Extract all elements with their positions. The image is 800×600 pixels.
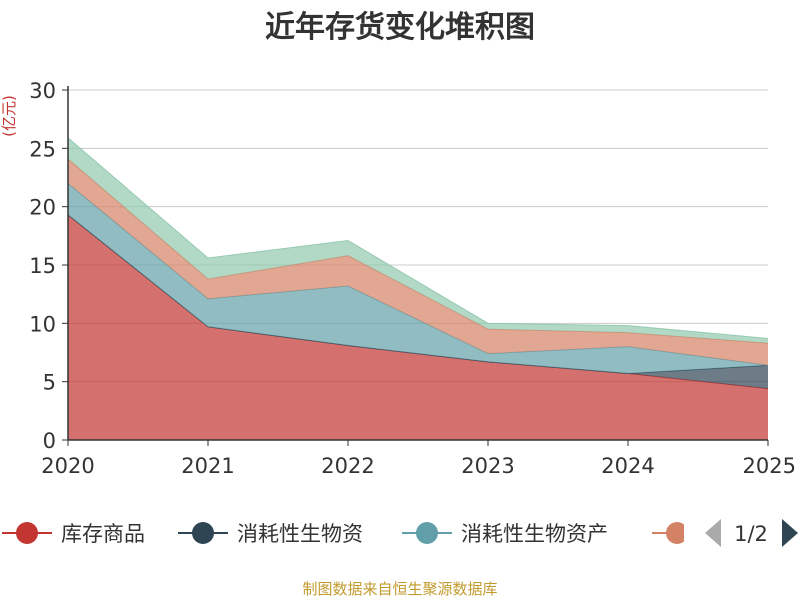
legend-next-page-icon[interactable] bbox=[782, 519, 798, 547]
x-axis-ticks: 2020 2021 2022 2023 2024 2025 bbox=[41, 440, 796, 478]
legend-page-indicator: 1/2 bbox=[734, 522, 768, 546]
area-series-2[interactable] bbox=[68, 183, 768, 374]
area-series-0[interactable] bbox=[68, 214, 768, 440]
legend-marker-3 bbox=[666, 522, 688, 544]
y-tick-label: 15 bbox=[29, 254, 56, 278]
legend-label-0: 库存商品 bbox=[61, 522, 145, 546]
y-axis-unit-label: (亿元) bbox=[0, 95, 18, 137]
data-source-note: 制图数据来自恒生聚源数据库 bbox=[302, 580, 497, 598]
area-series-line-4 bbox=[67, 137, 769, 339]
x-tick-label: 2021 bbox=[181, 454, 234, 478]
y-tick-label: 0 bbox=[43, 429, 56, 453]
y-tick-label: 20 bbox=[29, 196, 56, 220]
legend-marker-2 bbox=[416, 522, 438, 544]
x-tick-label: 2020 bbox=[41, 454, 94, 478]
legend-prev-page-icon[interactable] bbox=[705, 519, 721, 547]
axes bbox=[67, 86, 768, 441]
legend-item-2[interactable]: 消耗性生物资产 bbox=[402, 522, 608, 546]
legend-marker-1 bbox=[192, 522, 214, 544]
x-tick-label: 2024 bbox=[601, 454, 654, 478]
y-tick-label: 30 bbox=[29, 79, 56, 103]
legend-item-1[interactable]: 消耗性生物资 bbox=[178, 522, 363, 546]
legend-item-0[interactable]: 库存商品 bbox=[2, 522, 145, 546]
legend-marker-0 bbox=[16, 522, 38, 544]
x-tick-label: 2023 bbox=[461, 454, 514, 478]
y-tick-label: 5 bbox=[43, 371, 56, 395]
x-tick-label: 2025 bbox=[743, 454, 796, 478]
legend-clip-mask bbox=[684, 518, 700, 548]
chart-title: 近年存货变化堆积图 bbox=[265, 10, 535, 45]
area-series-3[interactable] bbox=[68, 158, 768, 366]
y-axis-ticks: 0 5 10 15 20 25 30 bbox=[29, 79, 68, 453]
area-series-group bbox=[67, 137, 769, 440]
y-tick-label: 10 bbox=[29, 312, 56, 336]
legend-label-2: 消耗性生物资产 bbox=[461, 522, 608, 546]
legend-item-3-partial[interactable] bbox=[652, 518, 700, 548]
area-series-1[interactable] bbox=[68, 214, 768, 389]
legend: 库存商品 消耗性生物资 消耗性生物资产 1/2 bbox=[2, 518, 798, 548]
x-tick-label: 2022 bbox=[321, 454, 374, 478]
y-tick-label: 25 bbox=[29, 137, 56, 161]
legend-label-1: 消耗性生物资 bbox=[237, 522, 363, 546]
